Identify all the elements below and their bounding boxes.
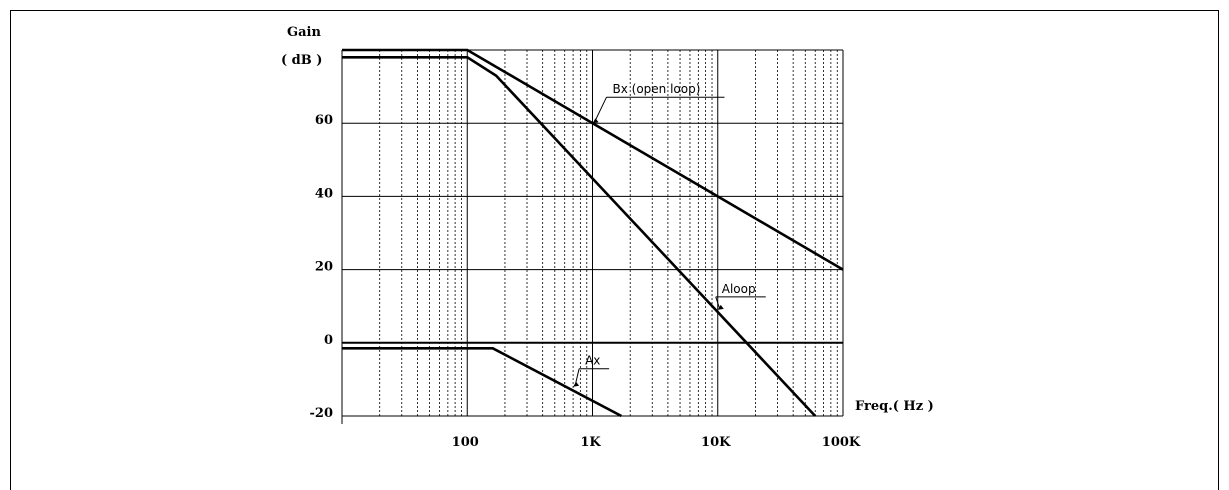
annotation-label: Aloop xyxy=(722,282,756,296)
series-line-aloop xyxy=(342,56,817,417)
series-layer xyxy=(342,48,844,418)
annotation-arrowhead xyxy=(573,381,580,387)
y-tick-label: -20 xyxy=(310,406,334,421)
bode-chart: Bx (open loop) Aloop Ax 60 40 20 0 -20 100 1K 10K… xyxy=(281,25,934,450)
annotation-label: Ax xyxy=(585,354,600,368)
chart-frame xyxy=(10,10,1219,490)
x-tick-label: 100 xyxy=(452,435,479,450)
annotation-layer: Bx (open loop) Aloop Ax xyxy=(573,82,766,387)
x-axis-label: Freq.( Hz ) xyxy=(855,399,934,414)
annotation-leader xyxy=(594,96,607,123)
y-tick-label: 60 xyxy=(315,113,333,128)
series-line-ax xyxy=(342,347,623,418)
x-tick-label: 10K xyxy=(701,435,731,450)
annotation-arrowhead xyxy=(717,304,724,310)
y-axis-label: Gain xyxy=(287,25,321,40)
annotation-leader xyxy=(715,296,721,310)
y-tick-label: 40 xyxy=(315,186,333,201)
y-axis-unit: ( dB ) xyxy=(281,53,322,68)
annotation-label: Bx (open loop) xyxy=(613,82,701,96)
tick-label-layer: 60 40 20 0 -20 100 1K 10K 100K xyxy=(310,113,861,450)
annotation-arrowhead xyxy=(592,118,599,124)
x-tick-label: 1K xyxy=(580,435,601,450)
y-tick-label: 0 xyxy=(324,333,333,348)
series-line-bx-open-loop xyxy=(342,48,844,271)
y-tick-label: 20 xyxy=(315,260,333,275)
minor-grid xyxy=(379,50,838,416)
x-tick-label: 100K xyxy=(822,435,861,450)
